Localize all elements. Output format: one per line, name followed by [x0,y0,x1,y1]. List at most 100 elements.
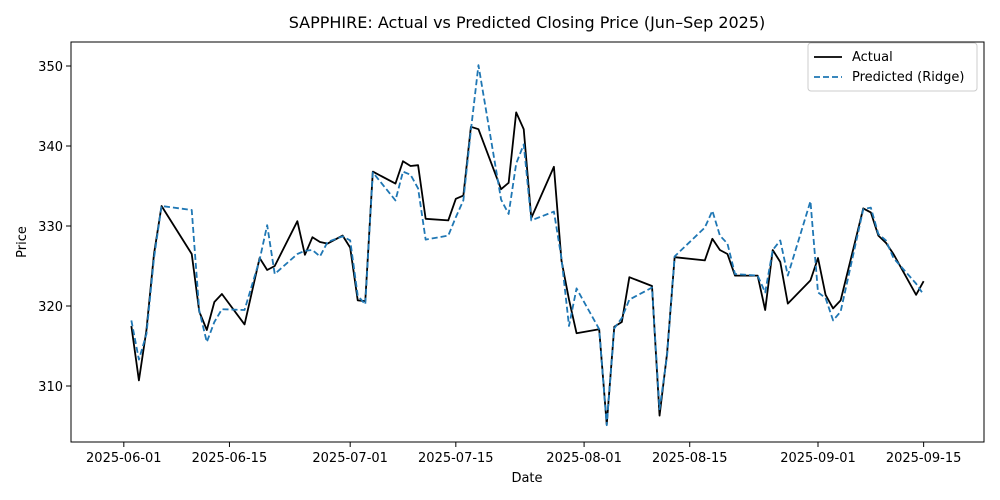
data-point-predicted [462,199,465,202]
data-point-predicted [394,199,397,202]
legend: Actual Predicted (Ridge) [807,42,978,92]
data-point-predicted [711,209,714,212]
data-point-actual [190,253,193,256]
x-tick-label: 2025-06-01 [86,451,162,466]
data-point-predicted [779,239,782,242]
x-tick-label: 2025-07-15 [418,451,494,466]
data-point-predicted [356,294,359,297]
data-point-predicted [718,234,721,237]
data-point-predicted [266,224,269,227]
data-point-actual [213,301,216,304]
data-point-actual [507,181,510,184]
data-point-actual [824,293,827,296]
data-point-predicted [145,333,148,336]
x-tick-label: 2025-09-15 [886,451,962,466]
data-point-actual [922,280,925,283]
y-tick-label: 340 [38,140,63,155]
data-point-actual [703,259,706,262]
data-point-actual [402,160,405,163]
data-point-actual [273,265,276,268]
data-point-actual [628,276,631,279]
data-point-predicted [552,210,555,213]
data-point-predicted [153,257,156,260]
data-point-predicted [349,239,352,242]
data-point-actual [303,253,306,256]
data-point-predicted [620,317,623,320]
data-point-predicted [205,341,208,344]
data-point-predicted [832,319,835,322]
y-tick-label: 310 [38,380,63,395]
data-point-predicted [764,291,767,294]
data-point-actual [266,269,269,272]
data-point-predicted [862,208,865,211]
series-line-actual [130,111,925,426]
data-point-predicted [303,249,306,252]
legend-box [807,42,978,92]
data-point-predicted [515,162,518,165]
data-point-actual [839,299,842,302]
data-point-predicted [190,209,193,212]
series-layer [130,64,925,427]
data-point-predicted [522,143,525,146]
data-point-actual [424,217,427,220]
data-point-predicted [454,216,457,219]
data-point-predicted [809,200,812,203]
data-point-actual [205,329,208,332]
data-point-actual [296,220,299,223]
y-tick-label: 320 [38,300,63,315]
data-point-predicted [605,424,608,427]
data-point-predicted [922,293,925,296]
data-point-predicted [371,171,374,174]
data-point-predicted [296,253,299,256]
data-point-predicted [198,309,201,312]
legend-label-predicted: Predicted (Ridge) [852,70,964,85]
data-point-actual [915,293,918,296]
data-point-actual [522,128,525,131]
data-point-actual [779,261,782,264]
data-point-predicted [258,258,261,261]
data-point-predicted [220,308,223,311]
data-point-actual [658,414,661,417]
data-point-predicted [447,234,450,237]
x-tick-label: 2025-08-01 [546,451,622,466]
data-point-predicted [628,298,631,301]
data-point-predicted [771,249,774,252]
data-point-predicted [892,257,895,260]
data-point-predicted [424,238,427,241]
data-point-predicted [839,310,842,313]
data-point-actual [786,302,789,305]
x-tick-label: 2025-07-01 [312,451,388,466]
data-point-actual [394,182,397,185]
data-point-predicted [915,282,918,285]
data-point-predicted [507,213,510,216]
data-point-predicted [575,287,578,290]
data-point-actual [809,279,812,282]
data-point-predicted [417,187,420,190]
data-point-actual [726,253,729,256]
data-point-predicted [402,170,405,173]
data-point-predicted [726,242,729,245]
data-point-predicted [703,226,706,229]
data-point-actual [145,329,148,332]
plot-area [71,42,984,442]
data-point-predicted [560,257,563,260]
data-point-predicted [364,303,367,306]
y-tick-label: 350 [38,60,63,75]
data-point-actual [718,249,721,252]
data-point-predicted [734,273,737,276]
data-point-predicted [137,358,140,361]
x-tick-label: 2025-06-15 [192,451,268,466]
chart-title: SAPPHIRE: Actual vs Predicted Closing Pr… [289,13,766,32]
x-tick-label: 2025-09-01 [780,451,856,466]
data-point-predicted [651,286,654,289]
data-point-actual [319,241,322,244]
data-point-actual [220,293,223,296]
data-point-predicted [341,235,344,238]
data-point-predicted [130,319,133,322]
x-axis-label: Date [511,471,542,486]
data-point-actual [711,237,714,240]
data-point-predicted [311,249,314,252]
data-point-predicted [477,64,480,67]
data-point-actual [311,236,314,239]
